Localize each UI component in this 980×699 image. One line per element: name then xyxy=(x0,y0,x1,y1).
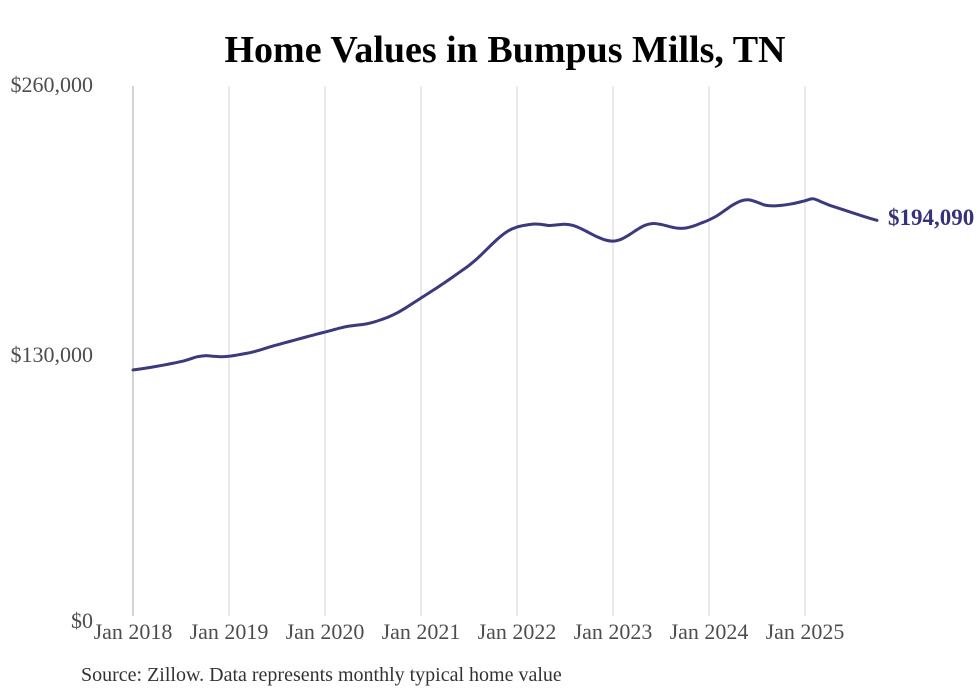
svg-text:$194,090: $194,090 xyxy=(888,205,974,230)
svg-text:Jan 2022: Jan 2022 xyxy=(478,619,557,644)
svg-text:$260,000: $260,000 xyxy=(11,72,94,97)
svg-text:Jan 2024: Jan 2024 xyxy=(670,619,749,644)
svg-text:Jan 2019: Jan 2019 xyxy=(190,619,269,644)
svg-text:Jan 2018: Jan 2018 xyxy=(94,619,173,644)
svg-text:Jan 2023: Jan 2023 xyxy=(574,619,653,644)
svg-text:$130,000: $130,000 xyxy=(11,342,94,367)
svg-text:$0: $0 xyxy=(71,608,93,633)
svg-text:Jan 2020: Jan 2020 xyxy=(286,619,365,644)
svg-text:Jan 2021: Jan 2021 xyxy=(382,619,461,644)
svg-text:Jan 2025: Jan 2025 xyxy=(766,619,845,644)
